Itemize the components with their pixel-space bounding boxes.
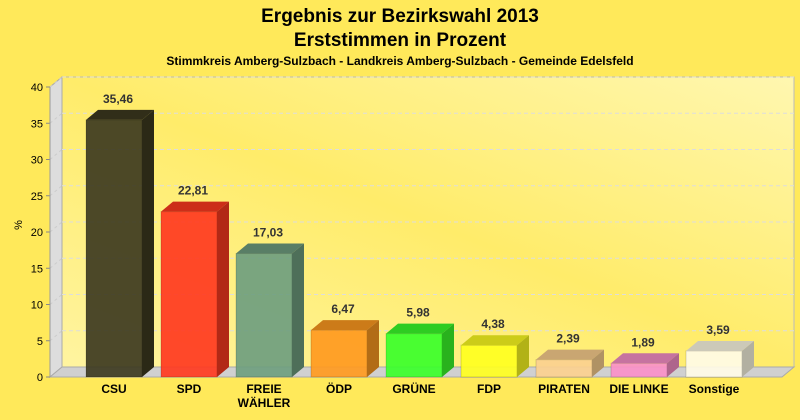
chart-title: Ergebnis zur Bezirkswahl 2013	[261, 6, 539, 27]
bar-top	[161, 201, 229, 212]
y-tick-label: 0	[37, 372, 43, 384]
bar-side	[517, 335, 529, 377]
bar-top	[461, 335, 529, 346]
x-tick-label: PIRATEN	[538, 382, 590, 396]
bar-front	[235, 253, 293, 378]
x-tick-label: WÄHLER	[238, 395, 291, 410]
grid-line	[49, 112, 63, 124]
bar-top	[311, 320, 379, 331]
data-label: 4,38	[481, 317, 505, 331]
data-label: 35,46	[103, 92, 133, 106]
y-tick-label: 15	[31, 263, 43, 275]
bar-side	[442, 323, 454, 377]
bar-front	[685, 350, 743, 378]
bar-top	[536, 349, 604, 360]
bar-side	[142, 109, 154, 377]
bar-front	[610, 362, 668, 378]
grid-line	[49, 149, 63, 160]
grid-line	[49, 76, 63, 88]
bar-top	[236, 243, 304, 254]
chart-caption: Stimmkreis Amberg-Sulzbach - Landkreis A…	[166, 54, 633, 68]
grid-line	[49, 185, 63, 197]
bar-side	[217, 201, 229, 377]
data-label: 5,98	[406, 306, 430, 320]
data-label: 22,81	[178, 184, 208, 198]
y-tick-label: 10	[31, 300, 43, 312]
data-label: 1,89	[631, 335, 655, 349]
x-tick-label: SPD	[177, 382, 202, 396]
bar-front	[460, 344, 518, 378]
bar-side	[592, 349, 604, 377]
bar-side	[742, 340, 754, 377]
y-tick-label: 40	[31, 82, 43, 94]
bar-side	[667, 353, 679, 377]
bar-top	[386, 323, 454, 334]
bar-top	[611, 353, 679, 364]
bar-top	[686, 340, 754, 351]
grid-line	[49, 294, 63, 305]
x-tick-label: FREIE	[246, 382, 281, 396]
y-tick-label: 25	[31, 191, 43, 203]
bar-side	[292, 243, 304, 377]
x-tick-label: GRÜNE	[392, 381, 435, 396]
x-tick-label: CSU	[101, 382, 126, 396]
bar-front	[535, 359, 593, 378]
grid-line	[49, 257, 63, 269]
x-tick-label: DIE LINKE	[609, 382, 668, 396]
bar-side	[367, 320, 379, 377]
grid-line	[49, 221, 63, 233]
data-label: 3,59	[706, 323, 730, 337]
bar-front	[85, 119, 143, 378]
bar-front	[160, 211, 218, 378]
y-tick-label: 5	[37, 336, 43, 348]
bar-top	[86, 109, 154, 120]
y-axis-label: %	[13, 220, 25, 230]
data-label: 6,47	[331, 302, 355, 316]
y-tick-label: 20	[31, 227, 43, 239]
grid-line	[49, 330, 63, 342]
y-tick-label: 30	[31, 155, 43, 167]
x-tick-label: FDP	[477, 382, 501, 396]
data-label: 17,03	[253, 226, 283, 240]
y-tick-label: 35	[31, 118, 43, 130]
bar-front	[310, 329, 368, 378]
data-label: 2,39	[556, 332, 580, 346]
bar-front	[385, 333, 443, 378]
x-tick-label: Sonstige	[689, 382, 740, 396]
x-tick-label: ÖDP	[326, 381, 352, 396]
chart-subtitle: Erststimmen in Prozent	[294, 30, 507, 51]
